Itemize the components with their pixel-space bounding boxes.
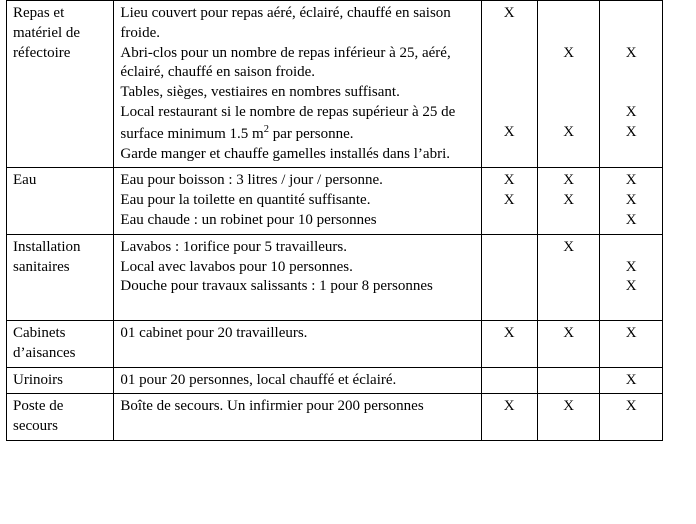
row-label: Eau bbox=[7, 168, 114, 234]
requirements-table: Repas et matériel de réfectoire Lieu cou… bbox=[6, 0, 663, 441]
col-x-4: X bbox=[600, 394, 663, 441]
col-x-4: X X X bbox=[600, 1, 663, 168]
col-x-2: X X bbox=[481, 168, 537, 234]
table-row: Poste de secours Boîte de secours. Un in… bbox=[7, 394, 663, 441]
col-x-3: X bbox=[537, 234, 600, 320]
row-label: Installation sanitaires bbox=[7, 234, 114, 320]
col-x-4: X X bbox=[600, 234, 663, 320]
table-row: Cabinets d’aisances 01 cabinet pour 20 t… bbox=[7, 320, 663, 367]
col-x-3: X bbox=[537, 394, 600, 441]
row-label: Poste de secours bbox=[7, 394, 114, 441]
col-x-2: X bbox=[481, 320, 537, 367]
col-x-4: X bbox=[600, 367, 663, 394]
col-x-2: X X bbox=[481, 1, 537, 168]
table-row: Repas et matériel de réfectoire Lieu cou… bbox=[7, 1, 663, 168]
table-row: Urinoirs 01 pour 20 personnes, local cha… bbox=[7, 367, 663, 394]
row-desc: Boîte de secours. Un infirmier pour 200 … bbox=[114, 394, 481, 441]
row-desc: Lavabos : 1orifice pour 5 travailleurs. … bbox=[114, 234, 481, 320]
col-x-2 bbox=[481, 234, 537, 320]
row-label: Urinoirs bbox=[7, 367, 114, 394]
row-label: Cabinets d’aisances bbox=[7, 320, 114, 367]
col-x-4: X bbox=[600, 320, 663, 367]
col-x-3 bbox=[537, 367, 600, 394]
col-x-3: X bbox=[537, 320, 600, 367]
row-desc: 01 pour 20 personnes, local chauffé et é… bbox=[114, 367, 481, 394]
col-x-2 bbox=[481, 367, 537, 394]
row-label: Repas et matériel de réfectoire bbox=[7, 1, 114, 168]
row-desc: Eau pour boisson : 3 litres / jour / per… bbox=[114, 168, 481, 234]
row-desc: 01 cabinet pour 20 travailleurs. bbox=[114, 320, 481, 367]
table-row: Installation sanitaires Lavabos : 1orifi… bbox=[7, 234, 663, 320]
table-row: Eau Eau pour boisson : 3 litres / jour /… bbox=[7, 168, 663, 234]
col-x-2: X bbox=[481, 394, 537, 441]
col-x-3: X X bbox=[537, 168, 600, 234]
row-desc: Lieu couvert pour repas aéré, éclairé, c… bbox=[114, 1, 481, 168]
col-x-3: X X bbox=[537, 1, 600, 168]
col-x-4: X X X bbox=[600, 168, 663, 234]
